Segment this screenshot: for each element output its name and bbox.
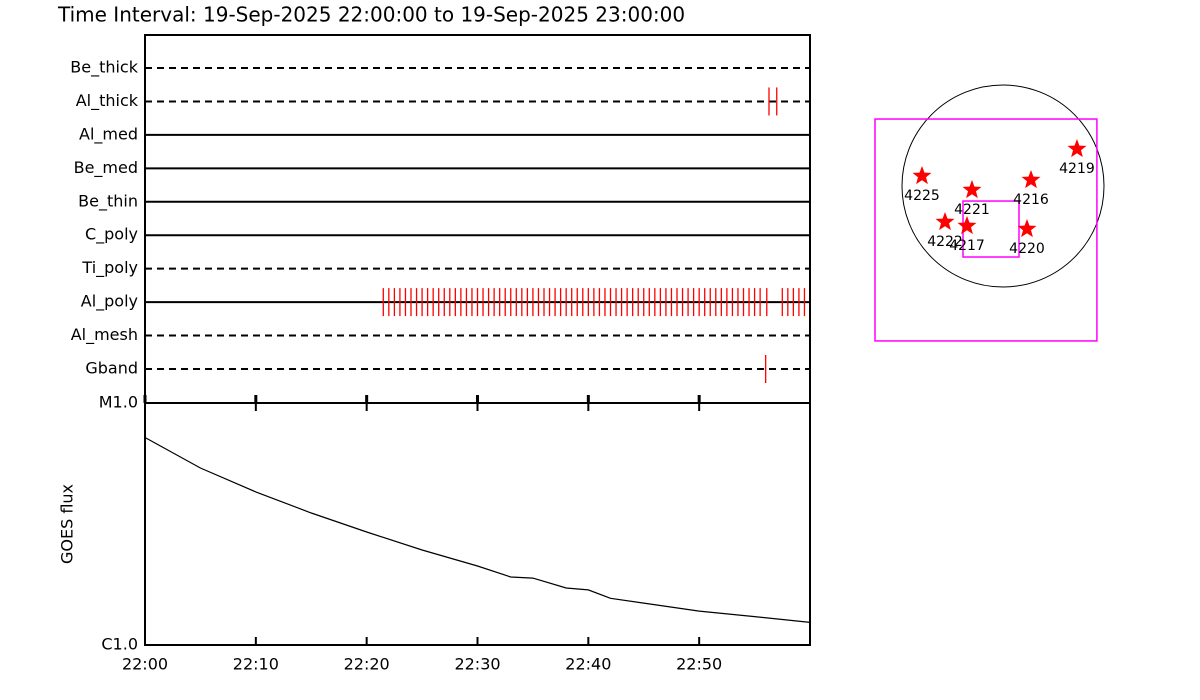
- region-star: [935, 212, 955, 231]
- solar-disk: [901, 84, 1105, 288]
- chart-title: Time Interval: 19-Sep-2025 22:00:00 to 1…: [57, 3, 685, 27]
- y-axis-label: GOES flux: [58, 484, 77, 564]
- region-star: [1067, 139, 1087, 158]
- region-label: 4220: [1009, 241, 1045, 257]
- filter-label: Al_poly: [81, 292, 138, 312]
- region-star: [957, 216, 977, 235]
- region-star: [1017, 219, 1037, 238]
- filter-label: Ti_poly: [81, 258, 138, 278]
- filter-label: Be_med: [74, 158, 138, 178]
- x-tick-label: 22:10: [233, 655, 279, 674]
- y-tick-label: M1.0: [99, 393, 138, 412]
- region-label: 4225: [904, 188, 940, 204]
- fov-box: [874, 118, 1098, 342]
- filter-label: Al_med: [79, 124, 138, 144]
- x-tick-label: 22:40: [565, 655, 611, 674]
- panel-frame: [144, 34, 811, 404]
- x-tick-label: 22:50: [676, 655, 722, 674]
- filter-label: Gband: [85, 359, 138, 378]
- region-label: 4221: [954, 202, 990, 218]
- region-label: 4216: [1013, 192, 1049, 208]
- x-tick-label: 22:20: [344, 655, 390, 674]
- filter-label: Al_thick: [76, 91, 139, 111]
- y-tick-label: C1.0: [101, 635, 138, 654]
- x-tick-label: 22:00: [122, 655, 168, 674]
- filter-label: Al_mesh: [71, 325, 138, 345]
- flux-curve: [144, 436, 811, 623]
- region-label: 4217: [949, 238, 985, 254]
- x-tick-label: 22:30: [454, 655, 500, 674]
- region-star: [912, 166, 932, 185]
- filter-label: Be_thick: [70, 58, 138, 78]
- filter-label: Be_thin: [78, 191, 138, 211]
- region-label: 4219: [1059, 161, 1095, 177]
- filter-label: C_poly: [85, 225, 138, 245]
- region-label: 4222: [927, 234, 963, 250]
- region-star: [962, 180, 982, 199]
- region-star: [1021, 170, 1041, 189]
- panel-frame: [144, 402, 811, 646]
